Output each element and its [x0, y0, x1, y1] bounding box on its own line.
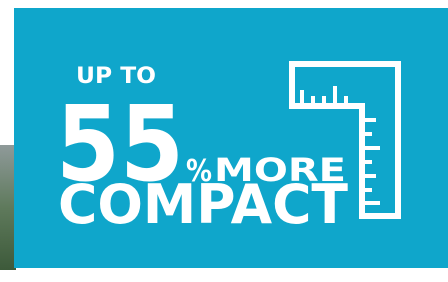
photo-strip [0, 145, 16, 270]
compact-text: COMPACT [58, 173, 348, 236]
promo-badge: UP TO 55 % MORE COMPACT [0, 0, 448, 282]
